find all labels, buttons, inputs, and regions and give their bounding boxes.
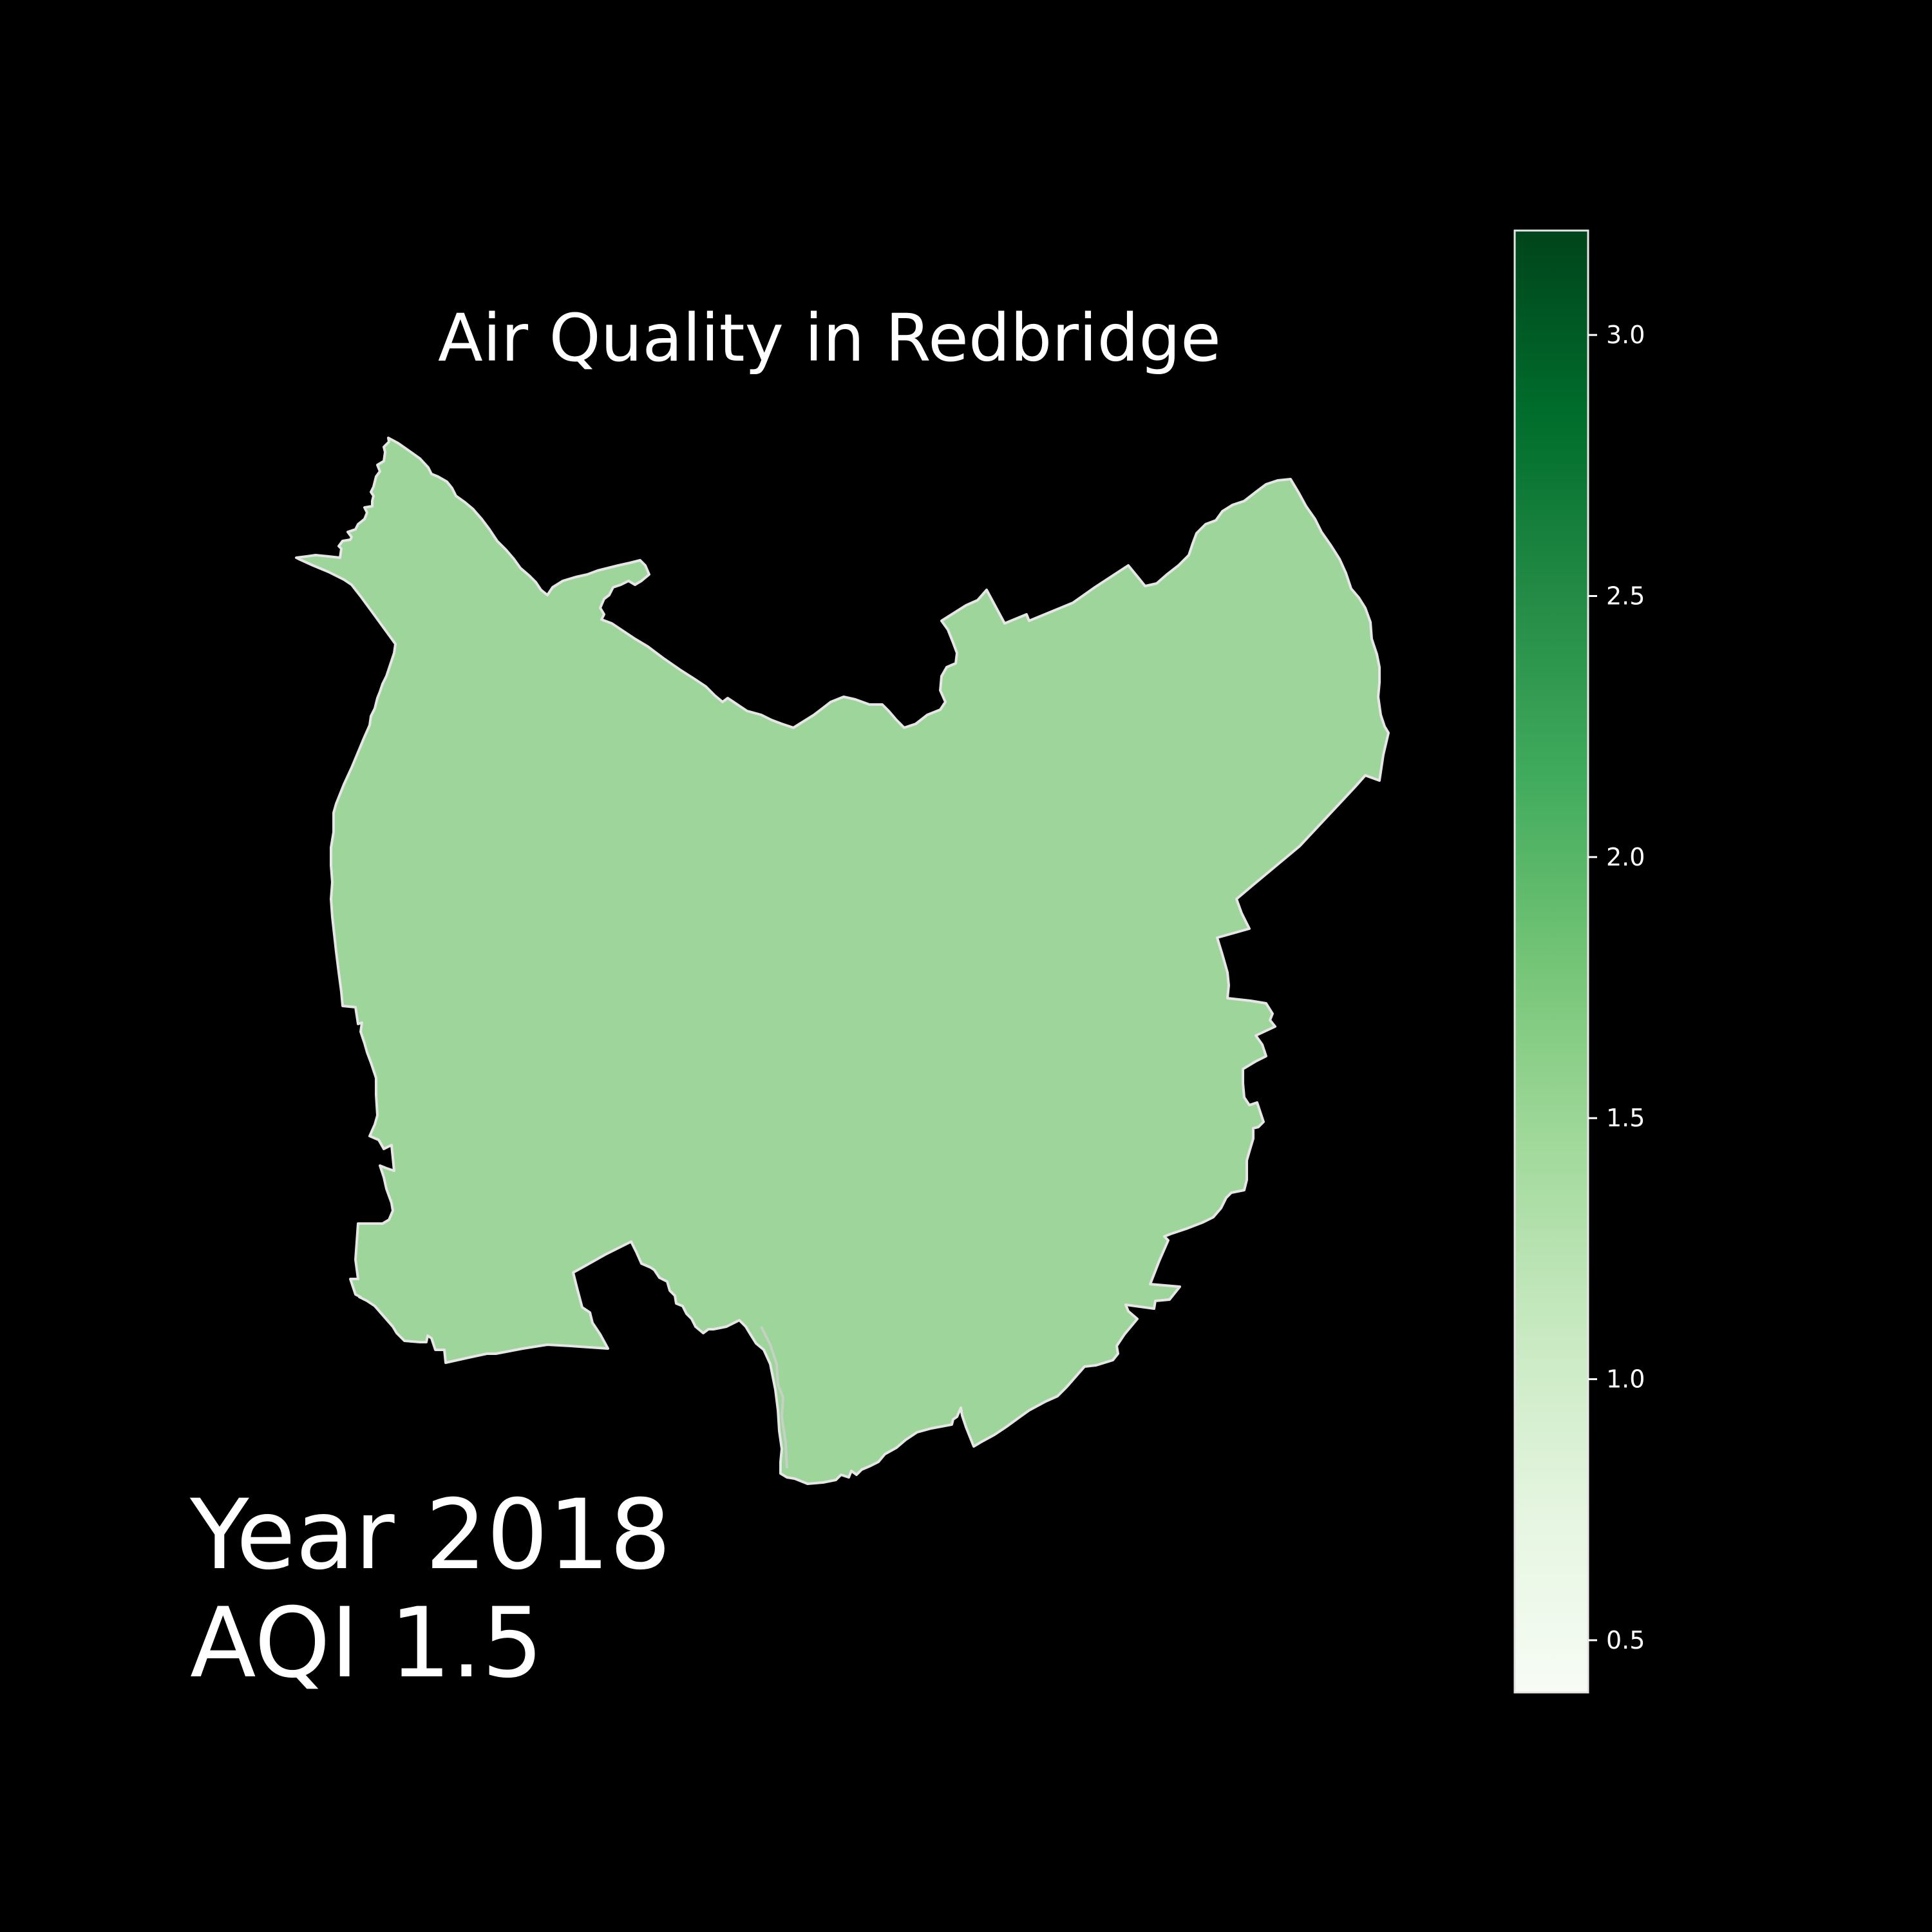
info-block: Year 2018 AQI 1.5 bbox=[190, 1481, 671, 1698]
colorbar-ticks: 0.5 1.0 1.5 2.0 2.5 3.0 bbox=[1588, 321, 1645, 1654]
redbridge-region bbox=[295, 437, 1390, 1485]
colorbar-tick-label: 2.0 bbox=[1606, 843, 1645, 871]
aqi-label: AQI 1.5 bbox=[190, 1587, 544, 1700]
map-title: Air Quality in Redbridge bbox=[438, 300, 1221, 377]
colorbar-tick-label: 0.5 bbox=[1606, 1626, 1645, 1654]
colorbar-tick-label: 2.5 bbox=[1606, 582, 1645, 611]
colorbar-tick-label: 3.0 bbox=[1606, 321, 1645, 349]
colorbar-tick-label: 1.0 bbox=[1606, 1365, 1645, 1394]
colorbar: 0.5 1.0 1.5 2.0 2.5 3.0 bbox=[1513, 229, 1645, 1694]
colorbar-gradient bbox=[1513, 229, 1589, 1694]
colorbar-tick-label: 1.5 bbox=[1606, 1104, 1645, 1132]
boundary-detail-line bbox=[760, 1326, 788, 1469]
year-label: Year 2018 bbox=[190, 1479, 671, 1591]
